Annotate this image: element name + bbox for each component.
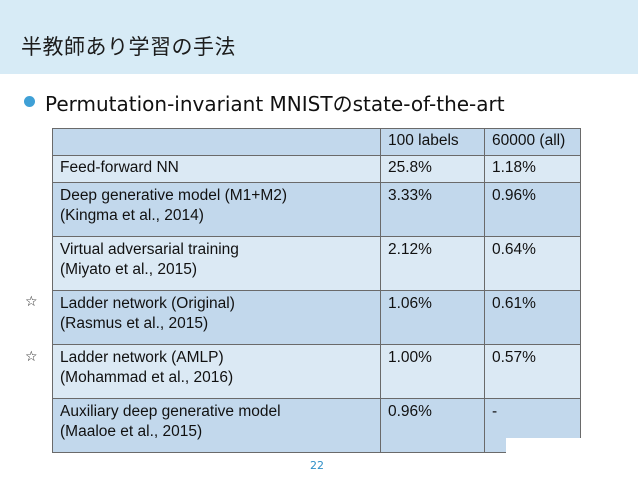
header-model [52, 128, 381, 156]
all-60000-cell: 0.96% [484, 182, 581, 237]
model-citation: (Maaloe et al., 2015) [60, 423, 203, 440]
labels-100-cell: 2.12% [380, 236, 485, 291]
model-cell: Ladder network (AMLP) (Mohammad et al., … [52, 344, 381, 399]
all-60000-cell: 1.18% [484, 155, 581, 183]
header-60000-all: 60000 (all) [484, 128, 581, 156]
model-name: Virtual adversarial training [60, 241, 239, 258]
model-cell: Auxiliary deep generative model (Maaloe … [52, 398, 381, 453]
model-name: Ladder network (Original) [60, 295, 235, 312]
table-row: Ladder network (AMLP) (Mohammad et al., … [52, 344, 581, 399]
labels-100-cell: 25.8% [380, 155, 485, 183]
table-row: Virtual adversarial training (Miyato et … [52, 236, 581, 291]
model-cell: Ladder network (Original) (Rasmus et al.… [52, 290, 381, 345]
title-band [0, 0, 638, 74]
labels-100-cell: 3.33% [380, 182, 485, 237]
bullet-dot [24, 96, 35, 107]
star-icon: ☆ [25, 349, 38, 365]
model-citation: (Kingma et al., 2014) [60, 207, 204, 224]
labels-100-cell: 1.00% [380, 344, 485, 399]
all-60000-cell: 0.64% [484, 236, 581, 291]
model-name: Ladder network (AMLP) [60, 349, 224, 366]
model-citation: (Miyato et al., 2015) [60, 261, 197, 278]
model-citation: (Mohammad et al., 2016) [60, 369, 234, 386]
model-name: Auxiliary deep generative model [60, 403, 281, 420]
results-table: 100 labels 60000 (all) Feed-forward NN 2… [52, 128, 581, 453]
table-header-row: 100 labels 60000 (all) [52, 128, 581, 156]
model-cell: Virtual adversarial training (Miyato et … [52, 236, 381, 291]
bullet-text: Permutation-invariant MNISTのstate-of-the… [45, 92, 505, 116]
model-name: Deep generative model (M1+M2) [60, 187, 288, 204]
star-icon: ☆ [25, 294, 38, 310]
header-100-labels: 100 labels [380, 128, 485, 156]
labels-100-cell: 0.96% [380, 398, 485, 453]
labels-100-cell: 1.06% [380, 290, 485, 345]
table-row: Deep generative model (M1+M2) (Kingma et… [52, 182, 581, 237]
model-citation: (Rasmus et al., 2015) [60, 315, 209, 332]
model-cell: Deep generative model (M1+M2) (Kingma et… [52, 182, 381, 237]
blank-overlay [506, 438, 626, 476]
slide-title: 半教師あり学習の手法 [21, 35, 236, 59]
all-60000-cell: 0.61% [484, 290, 581, 345]
all-60000-cell: 0.57% [484, 344, 581, 399]
page-number: 22 [310, 459, 324, 472]
table-row: Feed-forward NN 25.8% 1.18% [52, 155, 581, 183]
model-name: Feed-forward NN [60, 159, 179, 176]
model-cell: Feed-forward NN [52, 155, 381, 183]
table-row: Auxiliary deep generative model (Maaloe … [52, 398, 581, 453]
table-row: Ladder network (Original) (Rasmus et al.… [52, 290, 581, 345]
